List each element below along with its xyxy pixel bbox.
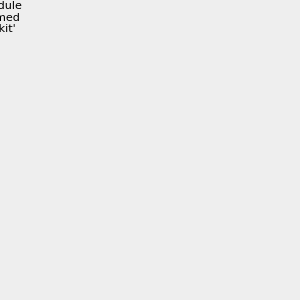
- Text: RDKit unavailable:
No module named 'rdkit': RDKit unavailable: No module named 'rdki…: [0, 0, 35, 34]
